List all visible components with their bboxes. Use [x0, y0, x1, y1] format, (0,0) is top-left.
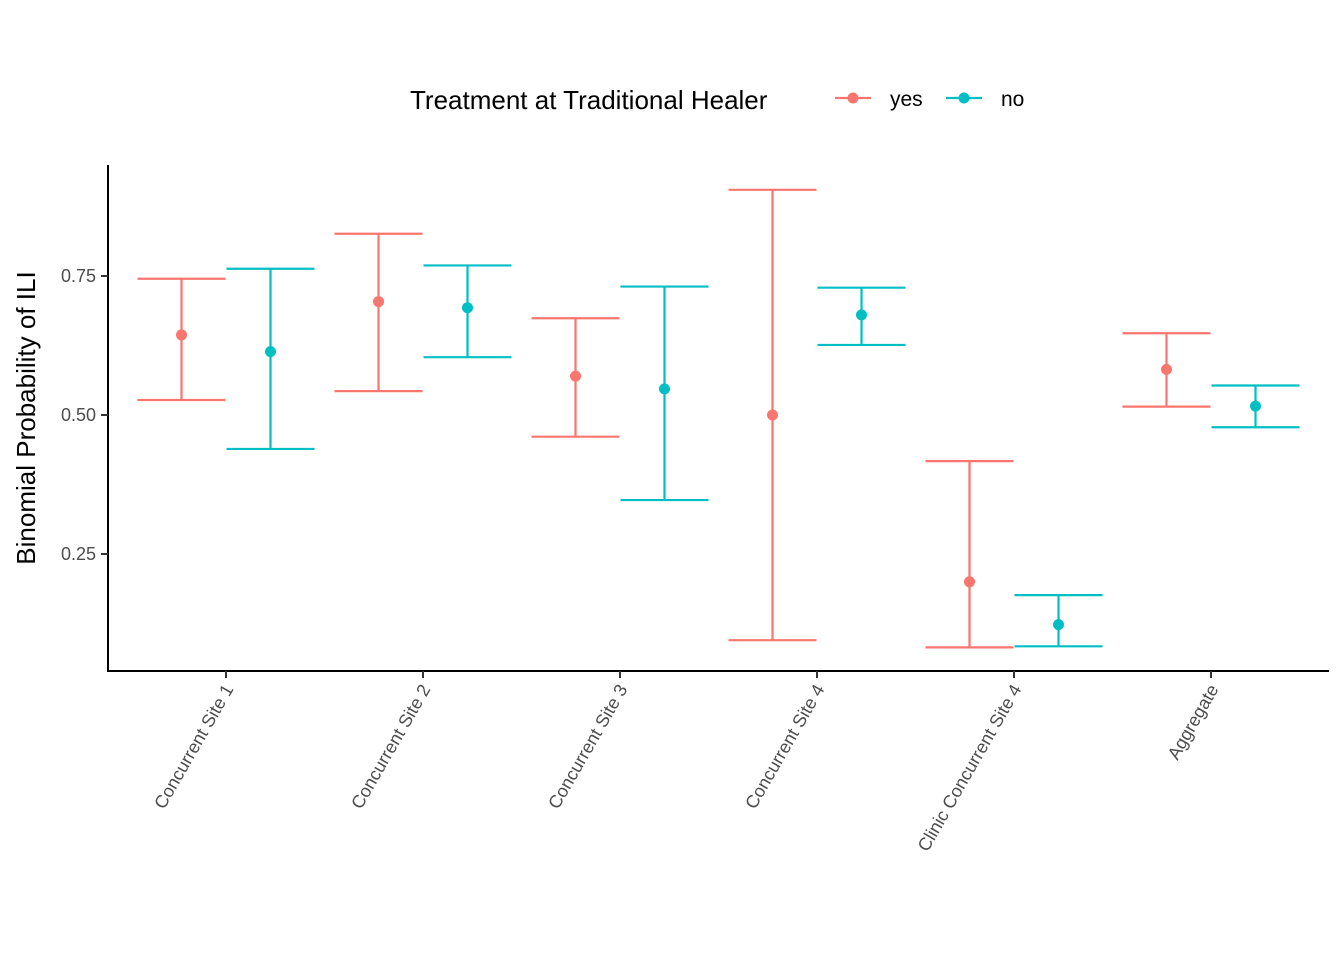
- x-tick-label: Concurrent Site 2: [347, 681, 434, 812]
- data-point: [767, 409, 778, 421]
- data-point: [856, 309, 867, 321]
- legend-key-point: [847, 92, 859, 104]
- x-tick-label: Concurrent Site 4: [741, 681, 828, 812]
- y-tick-label: 0.25: [61, 544, 96, 564]
- data-point: [1053, 619, 1064, 631]
- data-point: [1250, 400, 1261, 412]
- data-point: [176, 329, 187, 341]
- legend-title: Treatment at Traditional Healer: [410, 85, 768, 115]
- data-point: [373, 296, 384, 308]
- data-point: [964, 576, 975, 588]
- series-yes: [137, 188, 1211, 649]
- chart-marks: [137, 188, 1300, 649]
- y-axis-title: Binomial Probability of ILI: [11, 271, 41, 564]
- legend-key-point: [958, 92, 970, 104]
- y-tick-label: 0.75: [61, 266, 96, 286]
- data-point: [659, 383, 670, 395]
- legend-item-yes: yes: [835, 88, 923, 111]
- data-point: [1161, 363, 1172, 375]
- x-tick-label: Aggregate: [1164, 681, 1223, 763]
- data-point: [570, 370, 581, 382]
- x-tick-label: Clinic Concurrent Site 4: [914, 681, 1026, 855]
- data-point: [462, 302, 473, 314]
- legend-label: no: [1001, 88, 1024, 111]
- x-tick-label: Concurrent Site 1: [150, 681, 237, 812]
- legend-label: yes: [890, 88, 923, 111]
- x-tick-label: Concurrent Site 3: [544, 681, 631, 812]
- y-tick-label: 0.50: [61, 405, 96, 425]
- legend-item-no: no: [946, 88, 1024, 111]
- legend: Treatment at Traditional Healer yes no: [410, 85, 1024, 115]
- data-point: [265, 346, 276, 358]
- series-no: [226, 264, 1300, 648]
